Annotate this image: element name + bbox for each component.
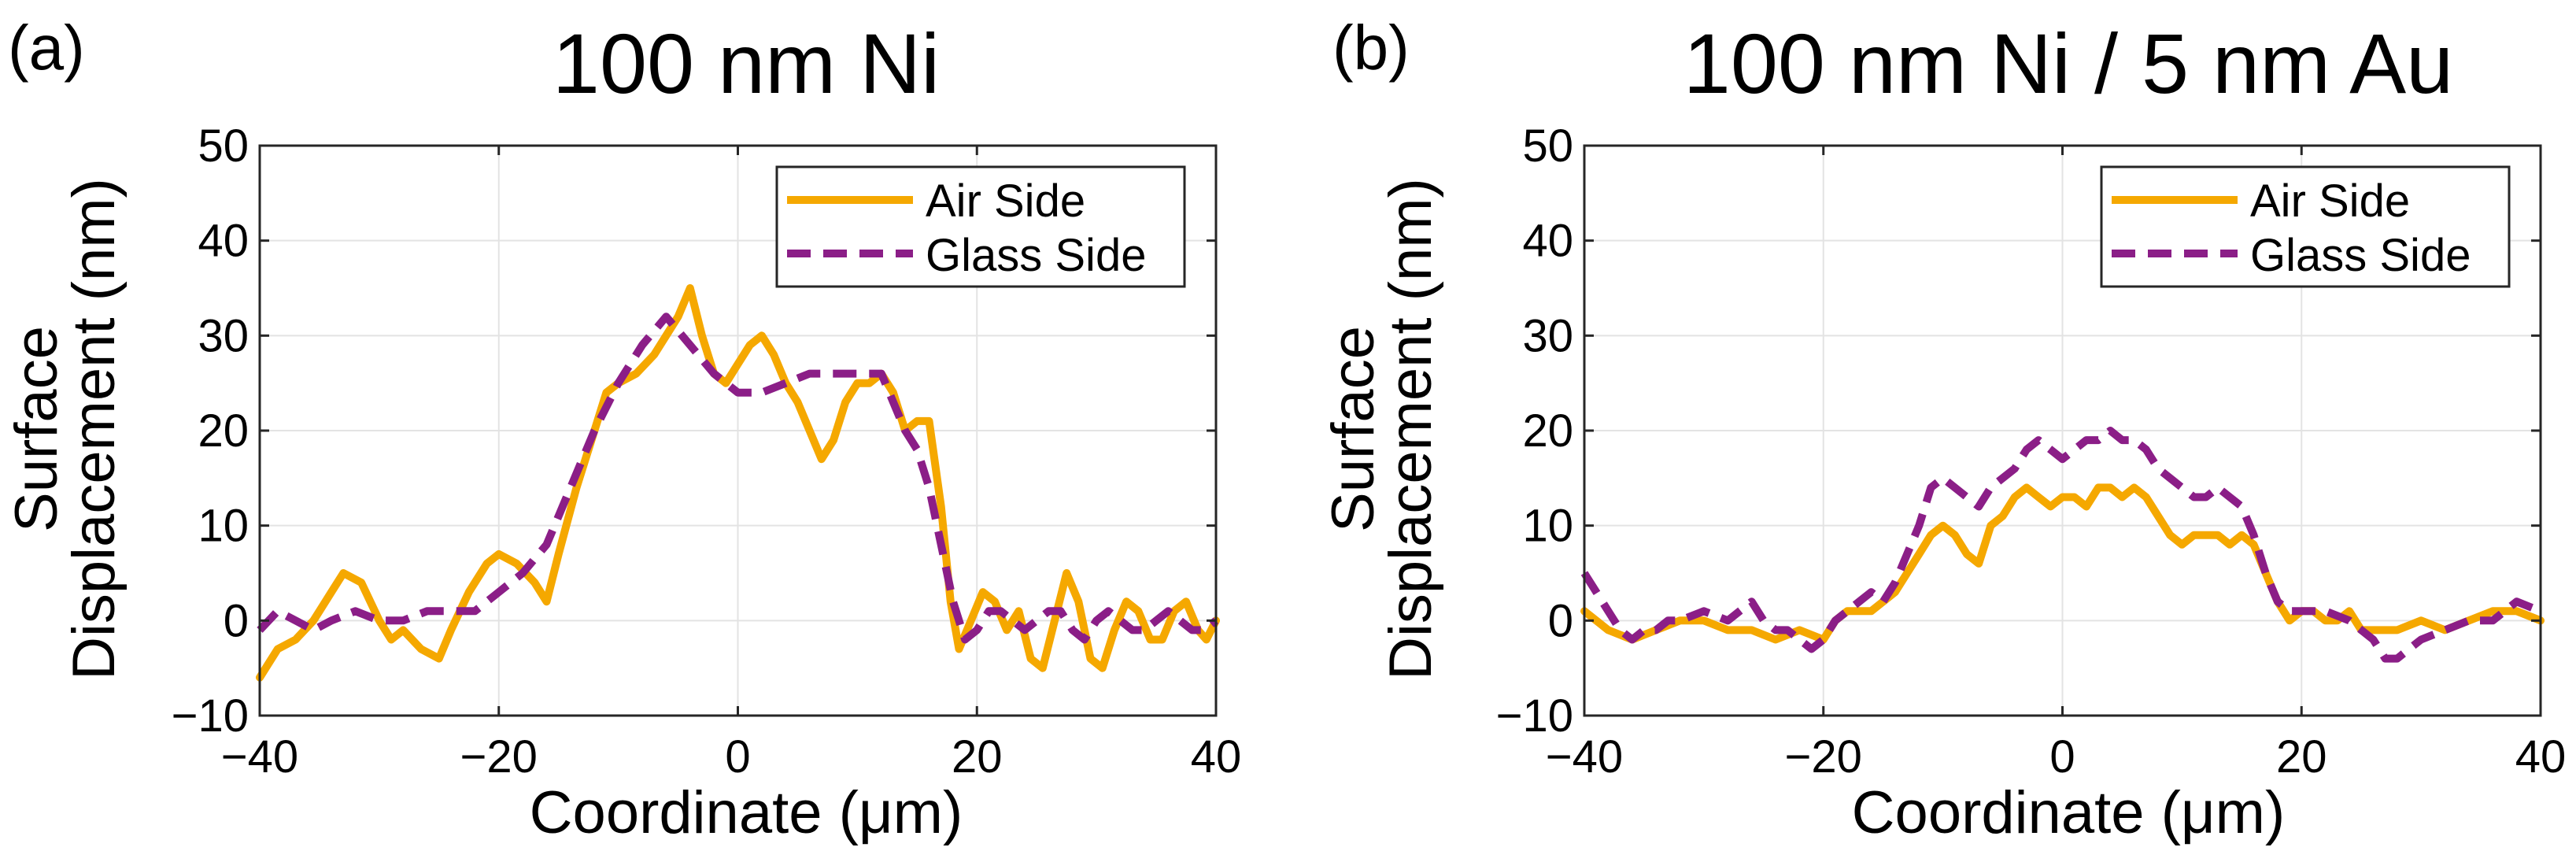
chart-title: 100 nm Ni [553, 16, 940, 111]
x-axis-label: Coordinate (μm) [530, 779, 963, 846]
x-tick-label: −20 [1785, 731, 1862, 782]
series-line-glass-side [257, 313, 1219, 644]
legend-box [775, 165, 1186, 288]
legend: Air Side Glass Side [775, 165, 1186, 288]
x-tick-label: 20 [952, 731, 1003, 782]
x-tick-label: −40 [221, 731, 298, 782]
legend-entry-air-side: Air Side [2250, 176, 2410, 227]
x-tick-label: 20 [2276, 731, 2327, 782]
plot-lines [256, 284, 1220, 682]
y-tick-label: −10 [172, 690, 249, 742]
panel-a: (a) 100 nm Ni Surface Displacement (nm) … [3, 13, 1241, 846]
panel-b: (b) 100 nm Ni / 5 nm Au Surface Displace… [1320, 13, 2566, 846]
series-line-glass-side [1580, 427, 2542, 663]
y-axis-label-line1: Surface [1320, 326, 1387, 532]
series-line-air-side [256, 284, 1220, 682]
y-tick-label: 20 [198, 405, 249, 457]
y-tick-label: 20 [1522, 405, 1573, 457]
y-tick-label: 10 [1522, 501, 1573, 552]
x-tick-label: 0 [725, 731, 750, 782]
y-tick-label: 0 [1548, 595, 1573, 646]
legend-entry-glass-side: Glass Side [926, 230, 1146, 281]
y-tick-label: 0 [224, 595, 249, 646]
chart-title: 100 nm Ni / 5 nm Au [1683, 16, 2454, 111]
legend-box [2100, 165, 2511, 288]
legend: Air Side Glass Side [2100, 165, 2511, 288]
y-axis-label-line2: Displacement (nm) [1377, 178, 1444, 680]
x-axis-label: Coordinate (μm) [1852, 779, 2286, 846]
panel-label: (a) [8, 13, 85, 83]
y-tick-label: 30 [198, 310, 249, 361]
y-tick-label: 40 [198, 216, 249, 267]
y-axis-ticks: −10 0 10 20 30 40 50 [172, 120, 1216, 742]
y-axis-label-line1: Surface [3, 326, 70, 532]
y-tick-label: 50 [198, 120, 249, 172]
legend-entry-glass-side: Glass Side [2250, 230, 2471, 281]
y-axis-ticks: −10 0 10 20 30 40 50 [1496, 120, 2541, 742]
y-tick-label: 30 [1522, 310, 1573, 361]
series-line-air-side [1580, 483, 2545, 644]
x-tick-label: 40 [2515, 731, 2567, 782]
x-tick-label: −20 [460, 731, 538, 782]
x-tick-label: 0 [2049, 731, 2075, 782]
y-tick-label: 40 [1522, 216, 1573, 267]
legend-entry-air-side: Air Side [926, 176, 1085, 227]
x-tick-label: 40 [1191, 731, 1242, 782]
y-tick-label: −10 [1496, 690, 1573, 742]
x-axis-ticks: −40 −20 0 20 40 [1546, 146, 2566, 782]
y-tick-label: 10 [198, 501, 249, 552]
panel-label: (b) [1332, 13, 1410, 83]
x-axis-ticks: −40 −20 0 20 40 [221, 146, 1241, 782]
y-tick-label: 50 [1522, 120, 1573, 172]
x-tick-label: −40 [1546, 731, 1623, 782]
y-axis-label-line2: Displacement (nm) [61, 178, 128, 680]
plot-lines [1580, 427, 2545, 663]
